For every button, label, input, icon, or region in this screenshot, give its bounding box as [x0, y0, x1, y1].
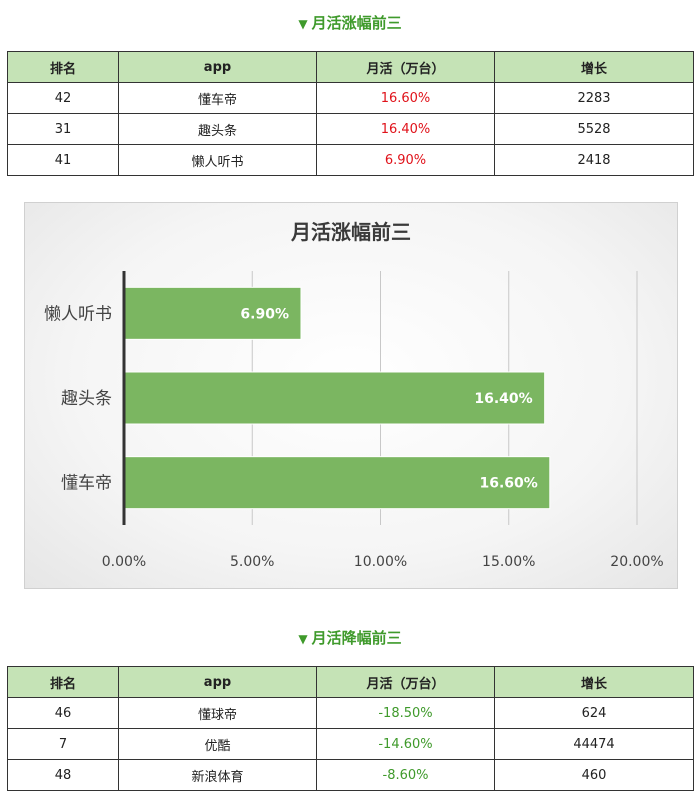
growth-cell: 44474: [494, 728, 694, 760]
app-cell: 懂车帝: [118, 82, 317, 114]
category-label: 懒人听书: [44, 304, 112, 324]
section-title-text: 月活涨幅前三: [311, 14, 402, 32]
chart-title: 月活涨幅前三: [290, 220, 411, 244]
rank-cell: 48: [7, 759, 119, 791]
header-rank: 排名: [7, 666, 119, 698]
table-row: 48 新浪体育 -8.60% 460: [7, 759, 694, 791]
bar-value-label: 16.40%: [474, 391, 532, 407]
triangle-down-icon: ▼: [298, 17, 308, 31]
decrease-table: 排名 app 月活（万台） 增长 46 懂球帝 -18.50% 624 7 优酷…: [7, 666, 694, 791]
x-tick-label: 10.00%: [354, 554, 407, 570]
rank-cell: 42: [7, 82, 119, 114]
growth-cell: 2418: [494, 144, 694, 176]
section-title-decrease: ▼ 月活降幅前三: [0, 627, 700, 648]
table-header-row: 排名 app 月活（万台） 增长: [7, 51, 694, 83]
header-growth: 增长: [494, 51, 694, 83]
mau-cell: 16.40%: [316, 113, 495, 145]
mau-cell: -18.50%: [316, 697, 495, 729]
header-rank: 排名: [7, 51, 119, 83]
mau-cell: -14.60%: [316, 728, 495, 760]
header-app: app: [118, 51, 317, 83]
rank-cell: 7: [7, 728, 119, 760]
chart-bars: 6.90% 16.40% 16.60%: [124, 286, 551, 510]
x-tick-label: 5.00%: [230, 554, 274, 570]
category-label: 趣头条: [61, 389, 112, 409]
rank-cell: 41: [7, 144, 119, 176]
section-title-increase: ▼ 月活涨幅前三: [0, 12, 700, 33]
triangle-down-icon: ▼: [298, 632, 308, 646]
mau-cell: -8.60%: [316, 759, 495, 791]
app-cell: 懒人听书: [118, 144, 317, 176]
bar: [124, 456, 551, 510]
mau-cell: 16.60%: [316, 82, 495, 114]
chart-tick-labels: 0.00% 5.00% 10.00% 15.00% 20.00%: [102, 554, 664, 570]
table-row: 46 懂球帝 -18.50% 624: [7, 697, 694, 729]
mau-cell: 6.90%: [316, 144, 495, 176]
app-cell: 趣头条: [118, 113, 317, 145]
app-cell: 懂球帝: [118, 697, 317, 729]
growth-cell: 460: [494, 759, 694, 791]
table-row: 31 趣头条 16.40% 5528: [7, 113, 694, 145]
table-header-row: 排名 app 月活（万台） 增长: [7, 666, 694, 698]
category-label: 懂车帝: [61, 474, 112, 494]
x-tick-label: 0.00%: [102, 554, 146, 570]
bar: [124, 286, 302, 340]
x-tick-label: 15.00%: [482, 554, 535, 570]
rank-cell: 46: [7, 697, 119, 729]
growth-cell: 624: [494, 697, 694, 729]
header-mau: 月活（万台）: [316, 51, 495, 83]
app-cell: 新浪体育: [118, 759, 317, 791]
table-row: 7 优酷 -14.60% 44474: [7, 728, 694, 760]
growth-cell: 5528: [494, 113, 694, 145]
table-row: 41 懒人听书 6.90% 2418: [7, 144, 694, 176]
section-title-text: 月活降幅前三: [311, 629, 402, 647]
app-cell: 优酷: [118, 728, 317, 760]
x-tick-label: 20.00%: [610, 554, 663, 570]
table-row: 42 懂车帝 16.60% 2283: [7, 82, 694, 114]
bar-chart: 月活涨幅前三 6.90% 16.40% 16.60% 懒人听书趣头条懂车帝 0.00…: [24, 202, 678, 589]
bar-value-label: 6.90%: [240, 306, 289, 322]
bar: [124, 371, 546, 425]
bar-value-label: 16.60%: [479, 476, 537, 492]
rank-cell: 31: [7, 113, 119, 145]
header-growth: 增长: [494, 666, 694, 698]
increase-table: 排名 app 月活（万台） 增长 42 懂车帝 16.60% 2283 31 趣…: [7, 51, 694, 176]
growth-cell: 2283: [494, 82, 694, 114]
header-app: app: [118, 666, 317, 698]
header-mau: 月活（万台）: [316, 666, 495, 698]
